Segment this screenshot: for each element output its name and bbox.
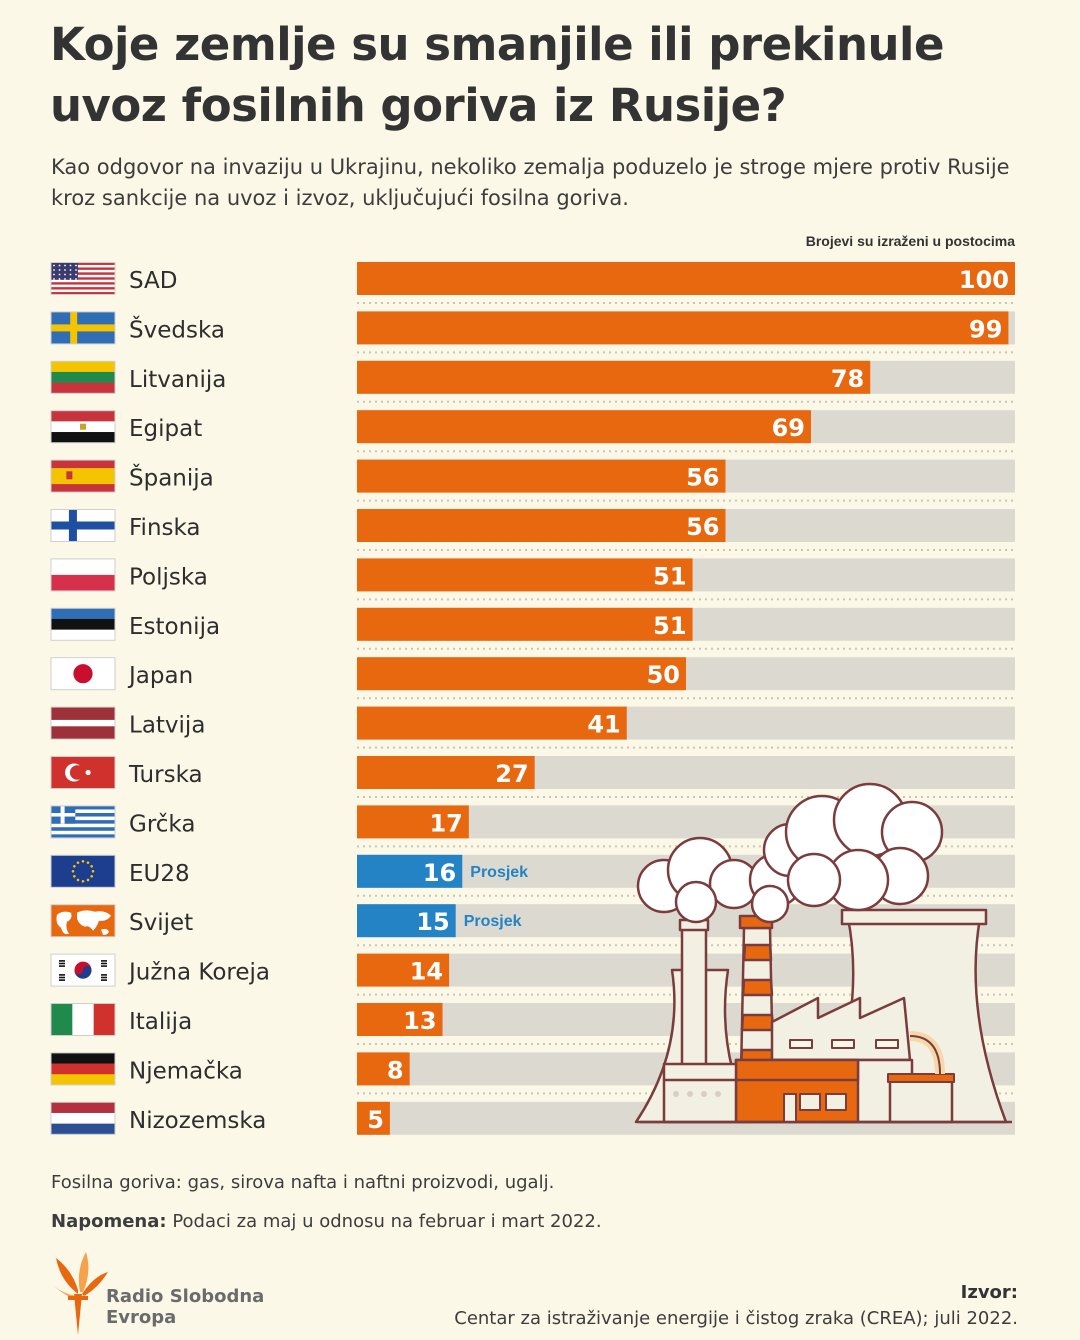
value-label: 69 (772, 414, 805, 442)
category-label: Južna Koreja (127, 960, 270, 986)
bar (357, 410, 812, 444)
value-label: 14 (410, 958, 443, 986)
value-label: 41 (587, 711, 620, 739)
bar (357, 657, 686, 691)
bar (357, 262, 1015, 295)
category-label: Španija (129, 464, 214, 492)
bar (357, 756, 535, 789)
category-label: Nizozemska (129, 1108, 266, 1134)
power-plant-illustration (634, 782, 1012, 1124)
value-label: 51 (653, 562, 686, 590)
value-label: 17 (429, 809, 462, 837)
bar-chart: SAD 100 Švedska 99 Litvanija 78 Egipat 69 Španij… (50, 262, 1015, 1135)
value-label: 56 (686, 464, 719, 492)
brand-line2: Evropa (106, 1307, 177, 1328)
sweden-flag (50, 311, 116, 345)
unit-note: Brojevi su izraženi u postocima (805, 233, 1015, 249)
value-label: 8 (387, 1056, 404, 1084)
value-label: 50 (647, 661, 680, 689)
category-label: Grčka (129, 811, 195, 837)
bar (357, 904, 456, 938)
value-label: 99 (969, 315, 1002, 343)
value-label: 78 (831, 365, 864, 393)
note: Napomena: Podaci za maj u odnosu na febr… (51, 1211, 602, 1232)
category-label: Finska (129, 515, 201, 541)
bar (357, 953, 450, 987)
chart-title: Koje zemlje su smanjile ili prekinule uv… (50, 18, 945, 132)
bar (357, 1052, 410, 1086)
eu-flag (50, 854, 116, 888)
bar (357, 311, 1009, 345)
bar (357, 607, 693, 641)
japan-flag (50, 657, 116, 691)
greece-flag (50, 805, 116, 839)
poland-flag (50, 558, 116, 592)
chart-subtitle: Kao odgovor na invaziju u Ukrajinu, neko… (51, 155, 1010, 210)
value-label: 56 (686, 513, 719, 541)
note-text: Podaci za maj u odnosu na februar i mart… (172, 1211, 602, 1232)
source-text: Centar za istraživanje energije i čistog… (454, 1308, 1018, 1329)
category-label: Njemačka (129, 1058, 243, 1084)
category-label: Poljska (129, 564, 208, 590)
value-label: 15 (416, 908, 449, 936)
finland-flag (50, 509, 116, 542)
average-label: Prosjek (470, 864, 528, 881)
category-label: EU28 (129, 861, 190, 887)
bar (357, 1101, 390, 1135)
category-label: Švedska (129, 315, 225, 343)
category-label: Egipat (129, 416, 202, 442)
bar (357, 854, 463, 888)
value-label: 13 (403, 1007, 436, 1035)
bar (357, 459, 726, 493)
estonia-flag (50, 607, 116, 641)
brand-name: Radio Slobodna Evropa (106, 1286, 264, 1328)
world-map-icon (50, 904, 116, 938)
rse-logo-icon (54, 1252, 108, 1335)
category-label: Italija (129, 1009, 192, 1035)
note-label: Napomena: (51, 1211, 167, 1232)
source-label: Izvor: (960, 1282, 1018, 1303)
latvia-flag (50, 706, 116, 740)
spain-flag (50, 459, 116, 493)
bar (357, 706, 627, 740)
category-label: Latvija (129, 713, 205, 739)
value-label: 16 (423, 859, 456, 887)
egypt-flag (50, 410, 116, 444)
value-label: 27 (495, 760, 528, 788)
category-label: Litvanija (129, 367, 226, 393)
usa-flag (50, 262, 116, 295)
category-label: Svijet (129, 910, 193, 936)
italy-flag (50, 1003, 116, 1036)
germany-flag (50, 1052, 116, 1086)
value-label: 51 (653, 612, 686, 640)
category-label: Estonija (129, 614, 220, 640)
bar (357, 1003, 443, 1036)
bar (357, 558, 693, 592)
brand-line1: Radio Slobodna (106, 1286, 265, 1307)
bar (357, 360, 871, 394)
category-label: Turska (128, 762, 203, 788)
category-label: Japan (127, 663, 193, 689)
bar (357, 805, 469, 839)
footnote: Fosilna goriva: gas, sirova nafta i naft… (51, 1172, 555, 1193)
south-korea-flag (50, 953, 116, 987)
category-label: SAD (129, 268, 177, 294)
lithuania-flag (50, 360, 116, 394)
value-label: 100 (959, 266, 1009, 294)
value-label: 5 (367, 1106, 384, 1134)
average-label: Prosjek (464, 913, 522, 930)
bar (357, 509, 726, 542)
turkey-flag (50, 756, 116, 789)
netherlands-flag (50, 1101, 116, 1135)
